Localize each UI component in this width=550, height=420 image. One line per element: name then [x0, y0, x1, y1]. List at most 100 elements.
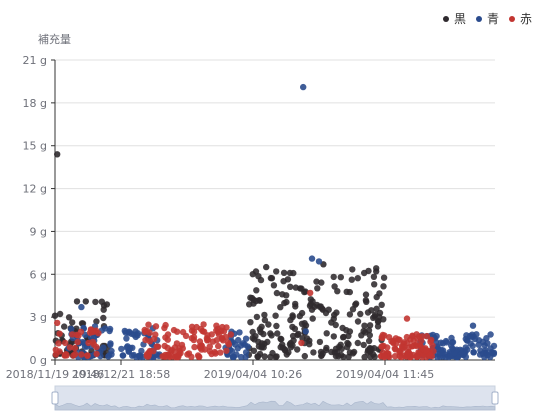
data-point[interactable] — [362, 291, 370, 298]
data-point[interactable] — [448, 334, 455, 342]
data-point[interactable] — [72, 350, 79, 358]
data-point[interactable] — [162, 321, 169, 329]
data-point[interactable] — [309, 315, 316, 322]
data-point[interactable] — [190, 333, 198, 341]
data-point[interactable] — [294, 346, 301, 353]
data-point[interactable] — [479, 350, 486, 357]
data-point[interactable] — [352, 301, 359, 308]
data-point[interactable] — [254, 353, 262, 360]
data-point[interactable] — [87, 326, 95, 333]
data-point[interactable] — [372, 311, 379, 318]
data-point[interactable] — [415, 333, 423, 340]
data-point[interactable] — [313, 278, 320, 285]
data-point[interactable] — [301, 320, 308, 327]
data-point[interactable] — [56, 330, 63, 337]
data-point[interactable] — [354, 275, 361, 282]
data-point[interactable] — [73, 331, 81, 339]
data-point[interactable] — [261, 311, 268, 319]
data-point[interactable] — [280, 278, 287, 285]
data-point[interactable] — [388, 338, 395, 345]
data-point[interactable] — [223, 347, 230, 354]
data-point[interactable] — [265, 321, 272, 328]
data-point[interactable] — [370, 273, 378, 280]
data-point[interactable] — [449, 345, 456, 352]
data-point[interactable] — [380, 316, 387, 323]
data-point[interactable] — [470, 349, 477, 356]
data-point[interactable] — [98, 298, 106, 305]
data-point[interactable] — [191, 343, 198, 351]
data-point[interactable] — [95, 330, 102, 337]
data-point[interactable] — [68, 325, 75, 333]
data-point[interactable] — [65, 314, 73, 321]
data-point[interactable] — [289, 323, 296, 331]
data-point[interactable] — [73, 298, 81, 305]
data-point[interactable] — [78, 303, 85, 311]
data-point[interactable] — [143, 327, 151, 335]
data-point[interactable] — [290, 269, 297, 277]
legend-item-青[interactable]: 青 — [476, 12, 499, 26]
data-point[interactable] — [483, 335, 490, 342]
data-point[interactable] — [484, 340, 491, 347]
data-point[interactable] — [423, 332, 431, 340]
data-point[interactable] — [279, 291, 286, 298]
data-point[interactable] — [279, 341, 286, 348]
data-point[interactable] — [469, 331, 476, 338]
data-point[interactable] — [289, 312, 296, 319]
data-point[interactable] — [310, 349, 317, 356]
data-point[interactable] — [287, 283, 294, 290]
data-point[interactable] — [362, 297, 370, 304]
zoom-handle[interactable] — [491, 391, 499, 405]
data-point[interactable] — [314, 285, 321, 292]
data-point[interactable] — [337, 274, 344, 281]
data-point[interactable] — [220, 328, 228, 335]
data-point[interactable] — [273, 289, 281, 297]
data-point[interactable] — [258, 323, 265, 330]
data-point[interactable] — [371, 353, 378, 360]
data-point[interactable] — [270, 282, 278, 289]
data-point[interactable] — [162, 334, 169, 341]
data-point[interactable] — [315, 258, 323, 265]
data-point[interactable] — [283, 298, 290, 306]
data-point[interactable] — [238, 353, 245, 361]
data-point[interactable] — [188, 353, 195, 361]
data-point[interactable] — [366, 322, 374, 329]
data-point[interactable] — [298, 309, 306, 317]
data-point[interactable] — [205, 336, 212, 344]
data-point[interactable] — [103, 301, 111, 308]
data-point[interactable] — [246, 301, 253, 308]
data-point[interactable] — [146, 338, 154, 345]
data-point[interactable] — [230, 353, 237, 360]
data-point[interactable] — [127, 344, 134, 352]
data-point[interactable] — [350, 348, 358, 356]
data-point[interactable] — [267, 274, 275, 282]
data-point[interactable] — [361, 353, 368, 361]
data-point[interactable] — [247, 294, 254, 301]
data-point[interactable] — [119, 352, 127, 359]
data-point[interactable] — [490, 350, 498, 358]
data-point[interactable] — [374, 323, 382, 330]
data-point[interactable] — [349, 266, 356, 273]
data-point[interactable] — [244, 343, 251, 350]
data-point[interactable] — [134, 332, 141, 339]
data-point[interactable] — [308, 255, 316, 262]
data-point[interactable] — [487, 331, 494, 338]
data-point[interactable] — [373, 268, 380, 275]
data-point[interactable] — [84, 352, 91, 359]
data-point[interactable] — [451, 349, 458, 357]
data-point[interactable] — [419, 353, 426, 361]
data-point[interactable] — [145, 321, 152, 328]
data-point[interactable] — [410, 351, 417, 359]
data-point[interactable] — [339, 334, 347, 341]
data-point[interactable] — [263, 263, 270, 271]
data-point[interactable] — [292, 284, 299, 291]
data-point[interactable] — [361, 269, 368, 277]
data-point[interactable] — [378, 301, 385, 308]
data-point[interactable] — [346, 288, 353, 296]
data-point[interactable] — [362, 329, 369, 336]
data-point[interactable] — [217, 349, 224, 356]
data-point[interactable] — [364, 309, 372, 316]
data-point[interactable] — [380, 274, 388, 281]
data-point[interactable] — [236, 329, 243, 336]
data-point[interactable] — [318, 279, 325, 286]
data-point[interactable] — [54, 151, 61, 158]
